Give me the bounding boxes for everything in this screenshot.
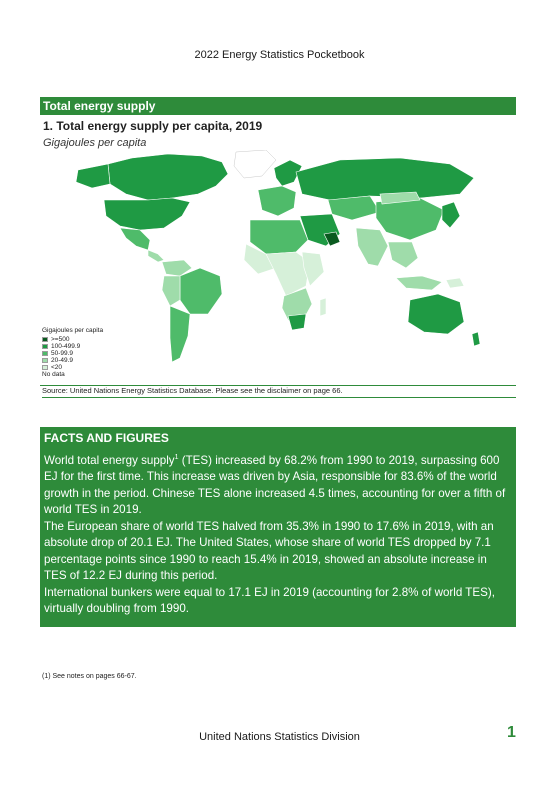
legend-swatch xyxy=(42,358,48,363)
map-mongolia xyxy=(379,191,421,205)
legend-item: >=500 xyxy=(42,336,103,343)
legend-label: 100-499.9 xyxy=(51,343,81,350)
map-south-africa xyxy=(287,313,307,331)
map-china xyxy=(375,197,445,241)
map-gulf-states xyxy=(323,231,341,247)
legend-item: 20-49.9 xyxy=(42,357,103,364)
section-title-bar: Total energy supply xyxy=(40,97,516,115)
facts-p1-end: (TES) increased by 68.2% from 1990 to 20… xyxy=(44,453,506,517)
map-legend: Gigajoules per capita >=500 100-499.9 50… xyxy=(42,327,103,378)
map-east-africa xyxy=(301,251,325,287)
legend-swatch xyxy=(42,337,48,342)
page-header-title: 2022 Energy Statistics Pocketbook xyxy=(194,49,365,61)
map-usa xyxy=(103,197,191,231)
legend-item: 50-99.9 xyxy=(42,350,103,357)
map-kazakhstan-central-asia xyxy=(327,195,381,221)
facts-paragraph-3: International bunkers were equal to 17.1… xyxy=(44,585,495,616)
figure-subtitle: Gigajoules per capita xyxy=(43,137,147,149)
facts-heading: FACTS AND FIGURES xyxy=(44,431,169,445)
map-india xyxy=(355,227,389,267)
legend-label: <20 xyxy=(51,364,63,371)
world-map xyxy=(75,150,481,363)
map-greenland xyxy=(233,150,277,179)
map-alaska xyxy=(75,163,111,189)
map-southeast-asia xyxy=(387,241,419,269)
map-argentina-chile xyxy=(169,305,191,363)
footnote: (1) See notes on pages 66-67. xyxy=(42,673,137,680)
figure-source: Source: United Nations Energy Statistics… xyxy=(42,386,516,398)
map-australia xyxy=(407,293,465,335)
legend-swatch xyxy=(42,365,48,370)
map-png xyxy=(445,277,465,289)
legend-title: Gigajoules per capita xyxy=(42,327,104,334)
legend-item: <20 xyxy=(42,364,103,371)
map-indonesia xyxy=(395,275,443,291)
map-canada xyxy=(107,153,229,201)
legend-label: >=500 xyxy=(51,336,70,343)
map-new-zealand xyxy=(471,331,481,347)
map-japan-korea xyxy=(441,201,461,229)
map-peru-bolivia xyxy=(161,275,181,307)
map-brazil xyxy=(179,267,223,315)
facts-and-figures-box: FACTS AND FIGURES World total energy sup… xyxy=(40,427,516,627)
legend-swatch xyxy=(42,344,48,349)
map-central-africa xyxy=(265,251,311,297)
map-venezuela-colombia xyxy=(161,259,193,277)
facts-paragraph-2: The European share of world TES halved f… xyxy=(44,519,494,583)
legend-item: No data xyxy=(42,371,103,378)
map-west-africa xyxy=(243,243,277,275)
facts-p1-start: World total energy supply xyxy=(44,453,175,467)
map-central-america xyxy=(147,249,165,263)
map-mexico xyxy=(119,227,151,251)
map-scandinavia xyxy=(273,159,303,187)
legend-label: 20-49.9 xyxy=(51,357,74,364)
map-russia xyxy=(295,157,475,201)
legend-label: No data xyxy=(42,371,65,378)
footer-org: United Nations Statistics Division xyxy=(199,731,360,743)
legend-label: 50-99.9 xyxy=(51,350,74,357)
map-western-europe xyxy=(257,185,297,217)
map-madagascar xyxy=(319,297,327,317)
source-divider xyxy=(40,385,516,386)
legend-item: 100-499.9 xyxy=(42,343,103,350)
figure-title: 1. Total energy supply per capita, 2019 xyxy=(43,119,263,133)
legend-swatch xyxy=(42,351,48,356)
facts-paragraph-1: World total energy supply1 (TES) increas… xyxy=(44,450,512,519)
footnote-marker: 1 xyxy=(174,454,179,461)
map-north-africa xyxy=(249,219,309,255)
page-number: 1 xyxy=(507,724,516,741)
